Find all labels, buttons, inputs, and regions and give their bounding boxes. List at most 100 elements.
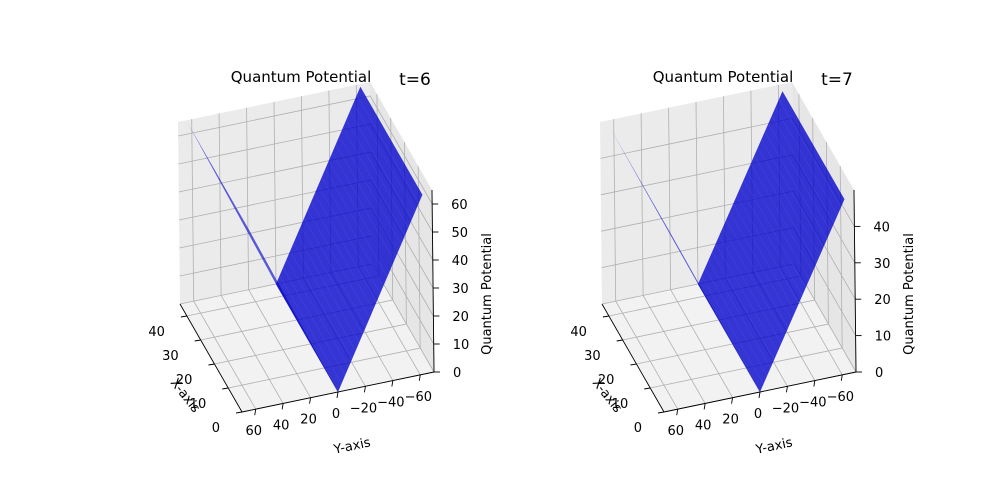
y-tick-mark xyxy=(418,374,421,381)
surface-mesh-line xyxy=(750,163,814,272)
y-tick-mark xyxy=(336,391,339,399)
y-tick-mark xyxy=(254,409,257,416)
z-axis-label: Quantum Potential xyxy=(902,233,917,355)
surface-mesh-line xyxy=(289,250,353,360)
surface-mesh-line xyxy=(775,107,838,216)
y-tick-label: −60 xyxy=(405,390,432,405)
potential-surface xyxy=(187,86,423,393)
surface-mesh-line xyxy=(708,259,771,369)
surface-mesh-line xyxy=(764,131,828,240)
surface-mesh-line xyxy=(761,139,824,248)
x-axis-line xyxy=(601,303,665,413)
surface-mesh-line xyxy=(722,227,785,336)
y-tick-mark xyxy=(785,386,788,393)
x-tick-mark xyxy=(235,411,243,414)
surface-mesh-line xyxy=(314,193,377,302)
surface-mesh-line xyxy=(335,144,399,253)
x-tick-mark xyxy=(657,411,665,414)
surface-mesh-line xyxy=(715,243,778,352)
x-tick-label: 30 xyxy=(584,349,601,364)
surface-mesh-line xyxy=(778,99,842,208)
x-tick-mark xyxy=(208,363,215,366)
y-axis-label: Y-axis xyxy=(332,435,373,458)
surface-mesh-line xyxy=(701,275,764,385)
y-tick-label: −20 xyxy=(772,401,799,416)
y-tick-label: 0 xyxy=(332,407,340,422)
y-tick-label: −40 xyxy=(377,396,404,411)
z-tick-label: 20 xyxy=(452,310,469,325)
y-axis-label: Y-axis xyxy=(754,435,795,458)
surface-mesh-line xyxy=(711,251,775,361)
x-tick-mark xyxy=(644,387,651,390)
x-tick-label: 10 xyxy=(190,397,207,412)
x-tick-label: 40 xyxy=(148,325,165,340)
x-tick-mark xyxy=(616,339,623,342)
surface-mesh-line xyxy=(356,94,420,204)
y-tick-label: 40 xyxy=(273,418,290,433)
surface-mesh-line xyxy=(743,179,807,288)
surface-mesh-line xyxy=(739,187,803,296)
y-tick-label: 40 xyxy=(695,418,712,433)
grid-line-z xyxy=(178,95,433,205)
surface-mesh-line xyxy=(353,103,416,212)
surface-facet-negative-y xyxy=(698,91,845,393)
z-tick-label: 50 xyxy=(451,226,468,241)
y-tick-label: 60 xyxy=(245,424,262,439)
surface-mesh-line xyxy=(279,275,342,384)
z-axis-line xyxy=(853,189,857,373)
x-tick-label: 10 xyxy=(612,397,629,412)
surface-mesh-line xyxy=(757,147,821,256)
x-tick-label: 0 xyxy=(634,421,642,436)
z-tick-label: 40 xyxy=(452,254,469,269)
time-annotation: t=6 xyxy=(399,70,431,90)
y-tick-mark xyxy=(363,386,366,393)
surface-mesh-line xyxy=(342,127,406,237)
surface-mesh-line xyxy=(729,211,792,320)
x-tick-label: 20 xyxy=(176,373,193,388)
y-tick-label: 20 xyxy=(722,413,739,428)
time-annotation: t=7 xyxy=(821,70,853,90)
surface-mesh-line xyxy=(736,195,799,304)
x-tick-label: 20 xyxy=(598,373,615,388)
y-tick-label: 0 xyxy=(754,407,762,422)
surface-mesh-line xyxy=(328,160,392,269)
x-tick-mark xyxy=(194,339,201,342)
surface-mesh-line xyxy=(768,123,831,232)
y-tick-mark xyxy=(281,403,284,410)
surface-mesh-line xyxy=(286,259,349,368)
x-tick-mark xyxy=(180,315,187,318)
y-tick-mark xyxy=(391,380,394,387)
surface-mesh-line xyxy=(346,119,409,228)
y-tick-label: −20 xyxy=(350,401,377,416)
x-axis-line xyxy=(179,303,243,413)
surface-mesh-line xyxy=(771,115,835,224)
surface-mesh-line xyxy=(704,267,768,377)
x-tick-label: 0 xyxy=(212,421,220,436)
x-tick-mark xyxy=(602,315,609,318)
surface-mesh-line xyxy=(307,209,370,319)
z-tick-label: 0 xyxy=(453,366,461,381)
surface-mesh-line xyxy=(349,111,413,220)
z-tick-label: 0 xyxy=(875,366,883,381)
x-tick-mark xyxy=(222,387,229,390)
z-axis-label: Quantum Potential xyxy=(480,233,495,355)
y-tick-mark xyxy=(676,409,679,416)
surface-mesh-line xyxy=(317,185,381,294)
surface-mesh-line xyxy=(324,168,388,278)
surface-mesh-line xyxy=(754,155,817,264)
z-axis-line xyxy=(431,189,435,373)
x-tick-label: 30 xyxy=(162,349,179,364)
x-tick-mark xyxy=(630,363,637,366)
surface-mesh-line xyxy=(725,219,789,328)
surface-mesh-line xyxy=(332,152,395,261)
surface-mesh-line xyxy=(310,201,374,310)
y-tick-mark xyxy=(840,374,843,381)
surface-mesh-line xyxy=(321,177,384,286)
z-tick-label: 10 xyxy=(453,338,470,353)
y-tick-mark xyxy=(813,380,816,387)
surface-mesh-line xyxy=(296,234,360,343)
z-tick-label: 30 xyxy=(874,257,891,272)
z-tick-label: 30 xyxy=(452,282,469,297)
